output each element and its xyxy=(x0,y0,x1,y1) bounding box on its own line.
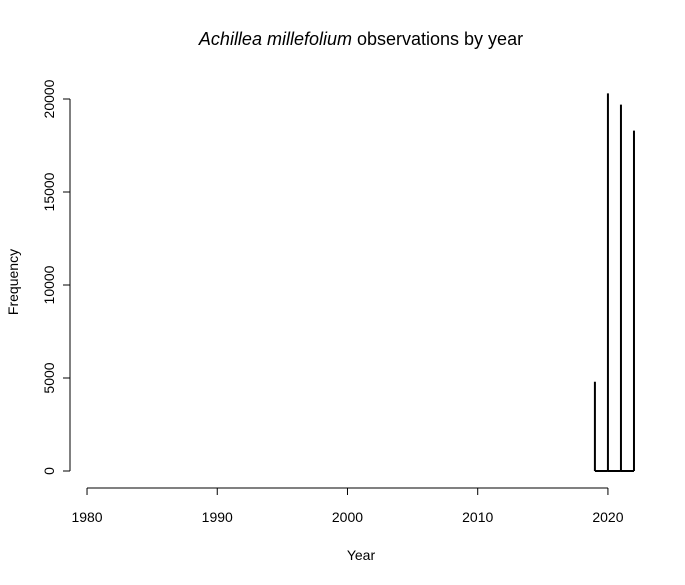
y-axis: 0 5000 10000 15000 20000 xyxy=(41,79,71,475)
bars xyxy=(593,93,635,472)
chart-title-rest: observations by year xyxy=(352,29,523,49)
y-tick-label: 10000 xyxy=(41,265,57,304)
x-axis: 1980 1990 2000 2010 2020 xyxy=(71,487,624,525)
chart-title-italic: Achillea millefolium xyxy=(198,29,352,49)
chart-title: Achillea millefolium observations by yea… xyxy=(198,29,523,49)
x-tick-label: 1980 xyxy=(71,509,102,525)
x-tick-label: 1990 xyxy=(202,509,233,525)
y-tick-label: 15000 xyxy=(41,172,57,211)
x-tick-label: 2020 xyxy=(592,509,623,525)
x-tick-label: 2000 xyxy=(332,509,363,525)
y-tick-label: 5000 xyxy=(41,362,57,393)
y-axis-label: Frequency xyxy=(5,249,21,315)
x-tick-label: 2010 xyxy=(462,509,493,525)
y-tick-label: 20000 xyxy=(41,79,57,118)
x-axis-label: Year xyxy=(347,547,376,563)
y-tick-label: 0 xyxy=(41,467,57,475)
